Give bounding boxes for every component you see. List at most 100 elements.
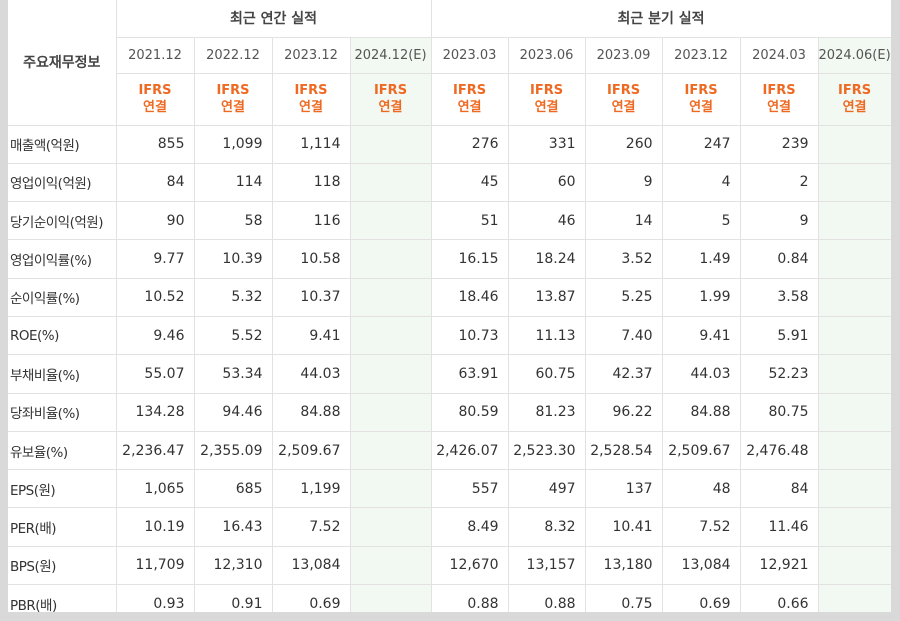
table-cell: 84.88 <box>662 393 741 432</box>
table-cell: 9.41 <box>272 316 351 356</box>
basis-scope: 연결 <box>767 100 791 115</box>
table-cell: 16.15 <box>430 239 509 279</box>
table-cell: 10.58 <box>272 239 351 279</box>
row-label: EPS(원) <box>8 469 117 509</box>
row-label: ROE(%) <box>8 316 117 356</box>
basis-scope: 연결 <box>299 100 323 115</box>
table-cell: 497 <box>508 469 586 509</box>
table-cell: 53.34 <box>194 354 273 394</box>
basis-scope: 연결 <box>842 100 867 115</box>
table-cell: 13,157 <box>508 546 586 586</box>
row-label: 순이익률(%) <box>8 278 117 317</box>
table-cell: 5.25 <box>585 278 663 317</box>
table-row: 유보율(%) 2,236.47 2,355.09 2,509.67 2,426.07 2,… <box>8 431 891 471</box>
period-header: 2023.06 <box>508 37 586 74</box>
table-cell: 2,236.47 <box>116 431 195 471</box>
table-cell: 12,670 <box>430 546 509 586</box>
accounting-basis: IFRS 연결 <box>272 73 351 126</box>
table-cell: 7.40 <box>585 316 663 356</box>
table-cell <box>818 163 891 203</box>
table-cell: 80.75 <box>740 393 819 432</box>
table-cell: 84 <box>116 163 195 203</box>
table-cell: 45 <box>430 163 509 203</box>
table-cell: 2,509.67 <box>272 431 351 471</box>
basis-standard: IFRS <box>684 83 718 98</box>
table-cell: 48 <box>662 469 741 509</box>
table-cell: 63.91 <box>430 354 509 394</box>
table-cell: 10.73 <box>430 316 509 356</box>
table-cell: 58 <box>194 201 273 241</box>
table-cell: 2,476.48 <box>740 431 819 471</box>
table-cell: 1,114 <box>272 125 351 164</box>
table-cell: 118 <box>272 163 351 203</box>
basis-standard: IFRS <box>762 83 796 98</box>
table-cell <box>818 469 891 509</box>
table-cell: 3.52 <box>585 239 663 279</box>
row-header-label: 주요재무정보 <box>8 0 117 126</box>
table-row: 부채비율(%) 55.07 53.34 44.03 63.91 60.75 42.37 44.… <box>8 354 891 394</box>
table-row: 영업이익(억원) 84 114 118 45 60 9 4 2 <box>8 163 891 203</box>
table-cell: 13,180 <box>585 546 663 586</box>
table-cell: 0.93 <box>116 584 195 612</box>
row-label: 유보율(%) <box>8 431 117 471</box>
table-cell: 10.37 <box>272 278 351 317</box>
table-cell: 2,528.54 <box>585 431 663 471</box>
table-cell <box>818 239 891 279</box>
table-cell <box>818 316 891 356</box>
table-cell: 0.69 <box>662 584 741 612</box>
table-cell <box>350 431 432 471</box>
table-cell: 14 <box>585 201 663 241</box>
table-row: 당기순이익(억원) 90 58 116 51 46 14 5 9 <box>8 201 891 241</box>
table-cell <box>350 584 432 612</box>
table-cell: 331 <box>508 125 586 164</box>
table-cell: 9.77 <box>116 239 195 279</box>
period-header: 2021.12 <box>116 37 195 74</box>
table-cell: 11.46 <box>740 507 819 547</box>
table-cell: 0.91 <box>194 584 273 612</box>
row-label: 매출액(억원) <box>8 125 117 164</box>
table-row: EPS(원) 1,065 685 1,199 557 497 137 48 84 <box>8 469 891 509</box>
basis-standard: IFRS <box>138 83 172 98</box>
table-cell: 52.23 <box>740 354 819 394</box>
row-label: 부채비율(%) <box>8 354 117 394</box>
row-label: 당기순이익(억원) <box>8 201 117 241</box>
table-cell: 5 <box>662 201 741 241</box>
table-cell: 0.66 <box>740 584 819 612</box>
table-cell: 10.39 <box>194 239 273 279</box>
table-cell: 18.24 <box>508 239 586 279</box>
table-cell: 2,426.07 <box>430 431 509 471</box>
table-cell: 44.03 <box>272 354 351 394</box>
quarterly-group-header: 최근 분기 실적 <box>430 0 891 38</box>
table-cell: 2 <box>740 163 819 203</box>
table-cell: 5.32 <box>194 278 273 317</box>
annual-group-header: 최근 연간 실적 <box>116 0 432 38</box>
table-cell: 685 <box>194 469 273 509</box>
table-cell: 11.13 <box>508 316 586 356</box>
table-cell <box>350 278 432 317</box>
table-cell: 55.07 <box>116 354 195 394</box>
basis-scope: 연결 <box>457 100 482 115</box>
table-cell: 13,084 <box>272 546 351 586</box>
table-cell: 44.03 <box>662 354 741 394</box>
table-cell: 276 <box>430 125 509 164</box>
table-cell: 16.43 <box>194 507 273 547</box>
table-cell: 10.19 <box>116 507 195 547</box>
basis-standard: IFRS <box>373 83 408 98</box>
accounting-basis: IFRS 연결 <box>194 73 273 126</box>
basis-scope: 연결 <box>534 100 559 115</box>
table-cell: 134.28 <box>116 393 195 432</box>
table-cell <box>818 584 891 612</box>
basis-scope: 연결 <box>689 100 713 115</box>
row-label: BPS(원) <box>8 546 117 586</box>
basis-standard: IFRS <box>452 83 487 98</box>
table-cell <box>818 201 891 241</box>
table-cell: 60.75 <box>508 354 586 394</box>
financial-summary-table: 주요재무정보 최근 연간 실적 최근 분기 실적 2021.12 2022.12 2… <box>8 0 891 612</box>
table-cell: 60 <box>508 163 586 203</box>
table-cell <box>350 393 432 432</box>
table-cell: 260 <box>585 125 663 164</box>
table-cell: 46 <box>508 201 586 241</box>
table-cell <box>818 125 891 164</box>
table-cell <box>818 393 891 432</box>
accounting-basis: IFRS 연결 <box>116 73 195 126</box>
